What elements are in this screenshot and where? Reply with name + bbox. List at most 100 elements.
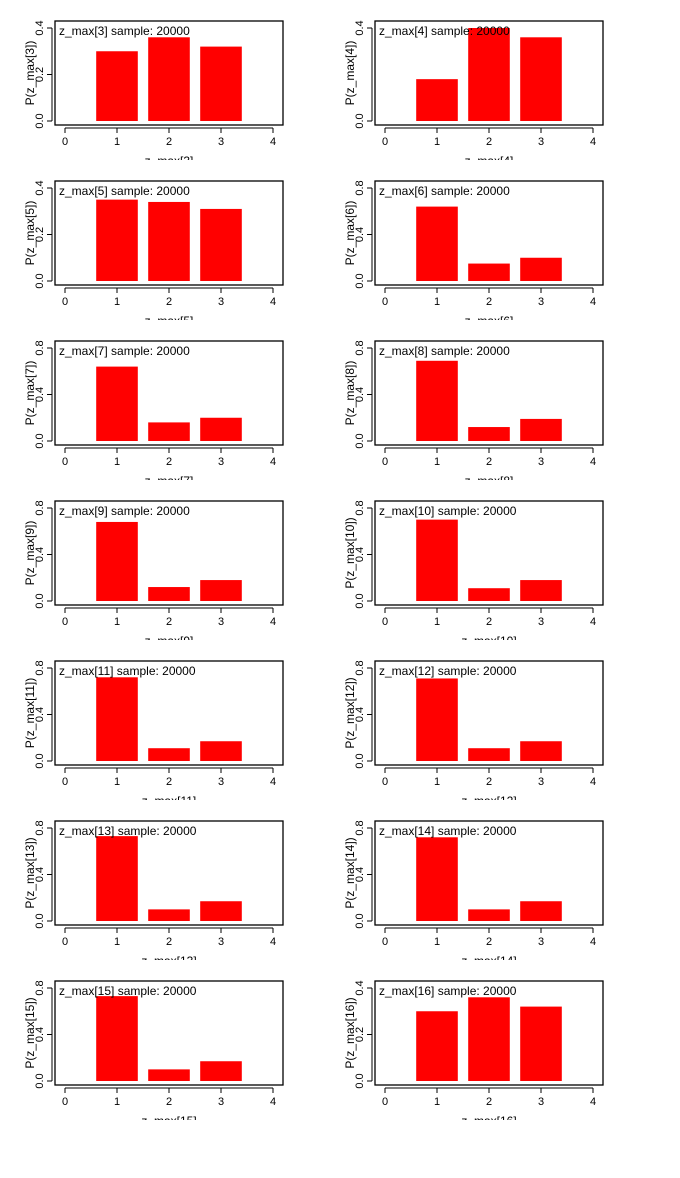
x-tick-label: 4 — [590, 456, 596, 468]
y-tick-label: 0.2 — [354, 1027, 366, 1042]
bar — [200, 741, 242, 761]
plot-frame — [54, 180, 284, 286]
x-tick-label: 4 — [590, 136, 596, 148]
chart-svg: z_max[5] sample: 20000 0 1 2 3 4 z_max[5] 0.0 0.… — [23, 180, 284, 320]
chart-panel: z_max[9] sample: 20000 0 1 2 3 4 z_max[9] 0.0 0.… — [0, 480, 340, 640]
x-tick-label: 0 — [62, 936, 68, 948]
y-tick-label: 0.4 — [354, 707, 366, 722]
y-tick-label: 0.4 — [34, 20, 46, 35]
x-tick-label: 1 — [434, 456, 440, 468]
x-axis-label: z_max[11] — [142, 794, 196, 800]
chart-panel: z_max[11] sample: 20000 0 1 2 3 4 z_max[11] 0.0… — [0, 640, 340, 800]
x-tick-label: 2 — [486, 936, 492, 948]
y-axis-label: P(z_max[4]) — [343, 41, 357, 106]
chart-svg: z_max[15] sample: 20000 0 1 2 3 4 z_max[15] 0.0… — [23, 980, 284, 1120]
bar — [468, 588, 510, 601]
y-tick-label: 0.4 — [354, 980, 366, 995]
x-axis-label: z_max[8] — [465, 474, 514, 480]
bar — [468, 909, 510, 921]
y-axis-label: P(z_max[15]) — [23, 997, 37, 1068]
x-tick-label: 2 — [166, 456, 172, 468]
y-tick-label: 0.4 — [354, 387, 366, 402]
x-tick-label: 4 — [590, 616, 596, 628]
y-tick-label: 0.2 — [34, 67, 46, 82]
chart-title: z_max[5] sample: 20000 — [59, 184, 190, 198]
bar — [416, 206, 458, 281]
bar — [148, 201, 190, 281]
x-tick-label: 3 — [538, 776, 544, 788]
x-tick-label: 4 — [270, 456, 276, 468]
y-tick-label: 0.8 — [34, 340, 46, 355]
bar — [96, 836, 138, 921]
x-tick-label: 0 — [62, 456, 68, 468]
x-tick-label: 3 — [218, 1096, 224, 1108]
x-tick-label: 2 — [166, 136, 172, 148]
chart-svg: z_max[8] sample: 20000 0 1 2 3 4 z_max[8] 0.0 0.… — [343, 340, 604, 480]
chart-svg: z_max[11] sample: 20000 0 1 2 3 4 z_max[11] 0.0… — [23, 660, 284, 800]
bar — [520, 741, 562, 761]
y-tick-label: 0.0 — [34, 753, 46, 768]
bar — [96, 51, 138, 121]
x-tick-label: 4 — [270, 936, 276, 948]
chart-panel: z_max[15] sample: 20000 0 1 2 3 4 z_max[15] 0.0… — [0, 960, 340, 1120]
x-tick-label: 2 — [486, 776, 492, 788]
bar — [148, 1069, 190, 1081]
x-tick-label: 4 — [270, 136, 276, 148]
x-tick-label: 0 — [62, 1096, 68, 1108]
x-tick-label: 0 — [382, 936, 388, 948]
x-tick-label: 4 — [590, 936, 596, 948]
plot-frame — [54, 820, 284, 926]
y-tick-label: 0.4 — [34, 547, 46, 562]
y-axis-label: P(z_max[14]) — [343, 837, 357, 908]
y-tick-label: 0.0 — [354, 113, 366, 128]
x-tick-label: 3 — [218, 456, 224, 468]
bar — [416, 519, 458, 601]
plot-frame — [54, 20, 284, 126]
chart-title: z_max[9] sample: 20000 — [59, 504, 190, 518]
x-tick-label: 0 — [382, 776, 388, 788]
chart-svg: z_max[6] sample: 20000 0 1 2 3 4 z_max[6] 0.0 0.… — [343, 180, 604, 320]
plot-frame — [54, 340, 284, 446]
x-axis-label: z_max[12] — [461, 794, 516, 800]
y-axis-label: P(z_max[3]) — [23, 41, 37, 106]
y-axis-label: P(z_max[8]) — [343, 361, 357, 426]
x-axis-label: z_max[13] — [141, 954, 196, 960]
x-tick-label: 1 — [434, 136, 440, 148]
y-tick-label: 0.0 — [354, 1073, 366, 1088]
y-tick-label: 0.0 — [34, 593, 46, 608]
chart-panel: z_max[13] sample: 20000 0 1 2 3 4 z_max[13] 0.0… — [0, 800, 340, 960]
chart-title: z_max[10] sample: 20000 — [379, 504, 517, 518]
y-tick-label: 0.4 — [354, 547, 366, 562]
x-tick-label: 3 — [538, 1096, 544, 1108]
bar — [416, 1011, 458, 1081]
chart-svg: z_max[12] sample: 20000 0 1 2 3 4 z_max[12] 0.0… — [343, 660, 604, 800]
y-tick-label: 0.0 — [34, 273, 46, 288]
x-tick-label: 1 — [114, 776, 120, 788]
bar — [520, 257, 562, 281]
bar — [468, 427, 510, 441]
chart-svg: z_max[14] sample: 20000 0 1 2 3 4 z_max[14] 0.0… — [343, 820, 604, 960]
bar — [520, 418, 562, 441]
bar — [416, 360, 458, 441]
bar — [200, 580, 242, 601]
chart-title: z_max[14] sample: 20000 — [379, 824, 517, 838]
bar — [468, 748, 510, 761]
bar — [200, 417, 242, 441]
bar — [96, 996, 138, 1081]
chart-title: z_max[6] sample: 20000 — [379, 184, 510, 198]
x-tick-label: 0 — [382, 616, 388, 628]
x-axis-label: z_max[7] — [145, 474, 194, 480]
x-tick-label: 2 — [486, 456, 492, 468]
bar — [520, 580, 562, 601]
plot-frame — [374, 820, 604, 926]
x-tick-label: 4 — [270, 1096, 276, 1108]
bar — [520, 37, 562, 121]
x-tick-label: 4 — [590, 1096, 596, 1108]
x-tick-label: 2 — [166, 616, 172, 628]
bar — [520, 901, 562, 921]
plot-frame — [54, 980, 284, 1086]
x-tick-label: 0 — [62, 136, 68, 148]
x-tick-label: 1 — [114, 1096, 120, 1108]
y-tick-label: 0.0 — [354, 753, 366, 768]
